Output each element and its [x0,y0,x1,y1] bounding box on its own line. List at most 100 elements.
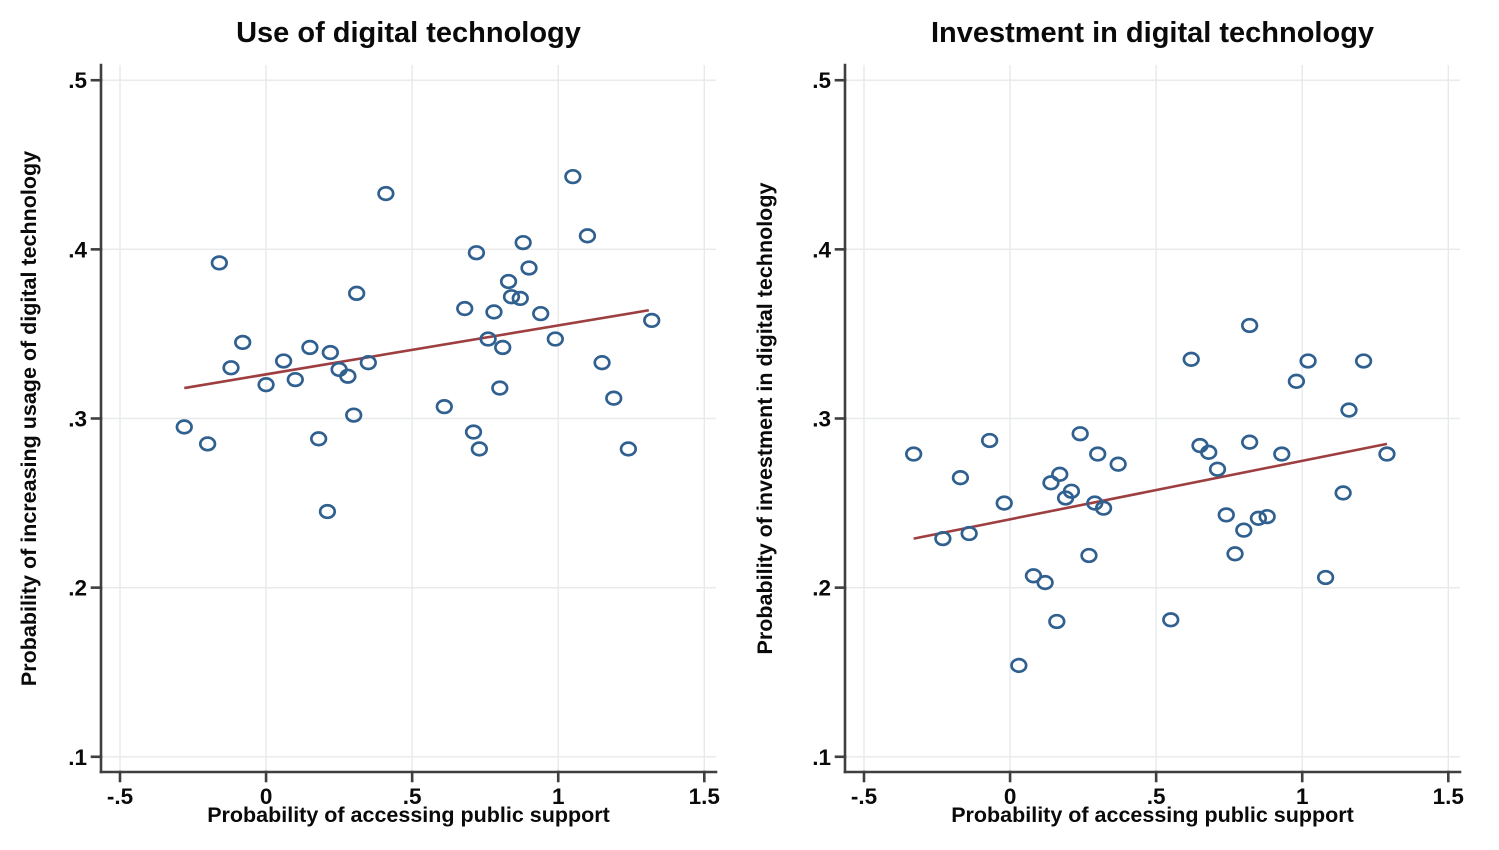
data-point [1200,444,1218,460]
data-point [1235,522,1253,538]
data-point [1089,446,1107,462]
x-tick-label: -.5 [851,784,877,809]
y-tick-label: .4 [812,237,831,262]
data-point [951,470,970,486]
data-point [1299,353,1317,369]
y-tick-label: .5 [68,68,87,93]
data-point [1062,483,1081,499]
data-point [485,304,503,320]
y-tick-label: .3 [812,407,831,432]
data-point [995,495,1013,511]
data-point [514,234,532,251]
scatter-points [175,168,661,520]
data-point [1024,568,1043,584]
data-point [1258,508,1276,525]
x-tick-label: 1.5 [689,784,720,809]
y-tick-label: .3 [68,407,87,432]
data-point [257,377,275,393]
data-point [234,334,252,351]
y-axis-label: Probability of increasing usage of digit… [17,151,41,686]
data-point [301,339,319,356]
chart-title: Investment in digital technology [931,17,1374,49]
x-tick-label: 0 [260,784,273,809]
data-point [479,331,497,347]
data-point [960,525,978,542]
data-point [1109,456,1127,472]
x-axis-label: Probability of accessing public support [951,803,1354,827]
axes [90,63,718,783]
data-point [593,355,611,371]
x-tick-label: 0 [1004,784,1017,809]
data-point [1162,612,1180,628]
data-point [470,441,488,457]
y-axis-label: Probability of investment in digital tec… [753,183,777,655]
data-point [578,228,597,244]
y-tick-label: .1 [68,745,87,770]
x-tick-label: 1 [552,784,565,809]
y-tick-label: .1 [812,745,831,770]
data-point [310,431,328,447]
data-point [347,285,366,301]
fit-line [184,308,650,390]
data-point [1080,547,1098,564]
data-point [494,339,512,356]
data-point [318,503,337,520]
data-point [1226,546,1244,562]
x-tick-label: 1.5 [1433,784,1464,809]
data-point [435,399,453,415]
data-point [643,312,661,329]
data-point [456,300,474,317]
data-point [377,185,395,202]
data-point [980,432,999,449]
data-point [546,331,564,347]
x-axis-label: Probability of accessing public support [207,803,610,827]
data-point [1240,317,1259,334]
data-point [1048,613,1066,630]
x-tick-label: .5 [1147,784,1166,809]
fit-line [913,442,1388,540]
data-point [345,407,363,423]
data-point [934,530,952,547]
data-point [1042,475,1060,491]
data-point [1240,434,1259,450]
tick-labels: -.5 0 .5 1 1.5 .1 .2 .3 .4 .5 [68,68,720,809]
data-point [286,371,304,388]
chart-investment-in-digital-technology: -.5 0 .5 1 1.5 .1 .2 .3 .4 .5 Investment in digita… [753,17,1464,827]
chart-title: Use of digital technology [236,17,581,49]
gridlines [101,65,716,772]
data-point [532,305,550,322]
data-point [1036,574,1054,591]
data-point [198,436,217,452]
data-point [1316,569,1335,586]
data-point [1273,446,1291,462]
data-point [1217,507,1235,523]
y-tick-label: .4 [68,237,87,262]
data-point [1208,461,1227,477]
data-point [1354,353,1373,369]
x-tick-label: .5 [403,784,422,809]
data-point [1071,426,1089,442]
x-tick-label: -.5 [107,784,133,809]
data-point [1378,446,1396,462]
data-point [467,245,486,261]
data-point [175,419,193,435]
data-point [1182,351,1200,367]
axes [834,63,1462,783]
data-point [1051,466,1069,482]
data-point [491,380,509,396]
data-point [502,289,521,305]
data-point [321,344,339,361]
data-point [222,360,240,376]
data-point [511,290,529,307]
data-point [1334,485,1352,501]
data-point [274,353,293,369]
data-point [339,368,357,384]
data-point [564,168,582,185]
y-tick-label: .5 [812,68,831,93]
data-point [1287,373,1306,389]
data-point [905,446,923,462]
gridlines [845,65,1460,772]
data-point [464,424,483,440]
